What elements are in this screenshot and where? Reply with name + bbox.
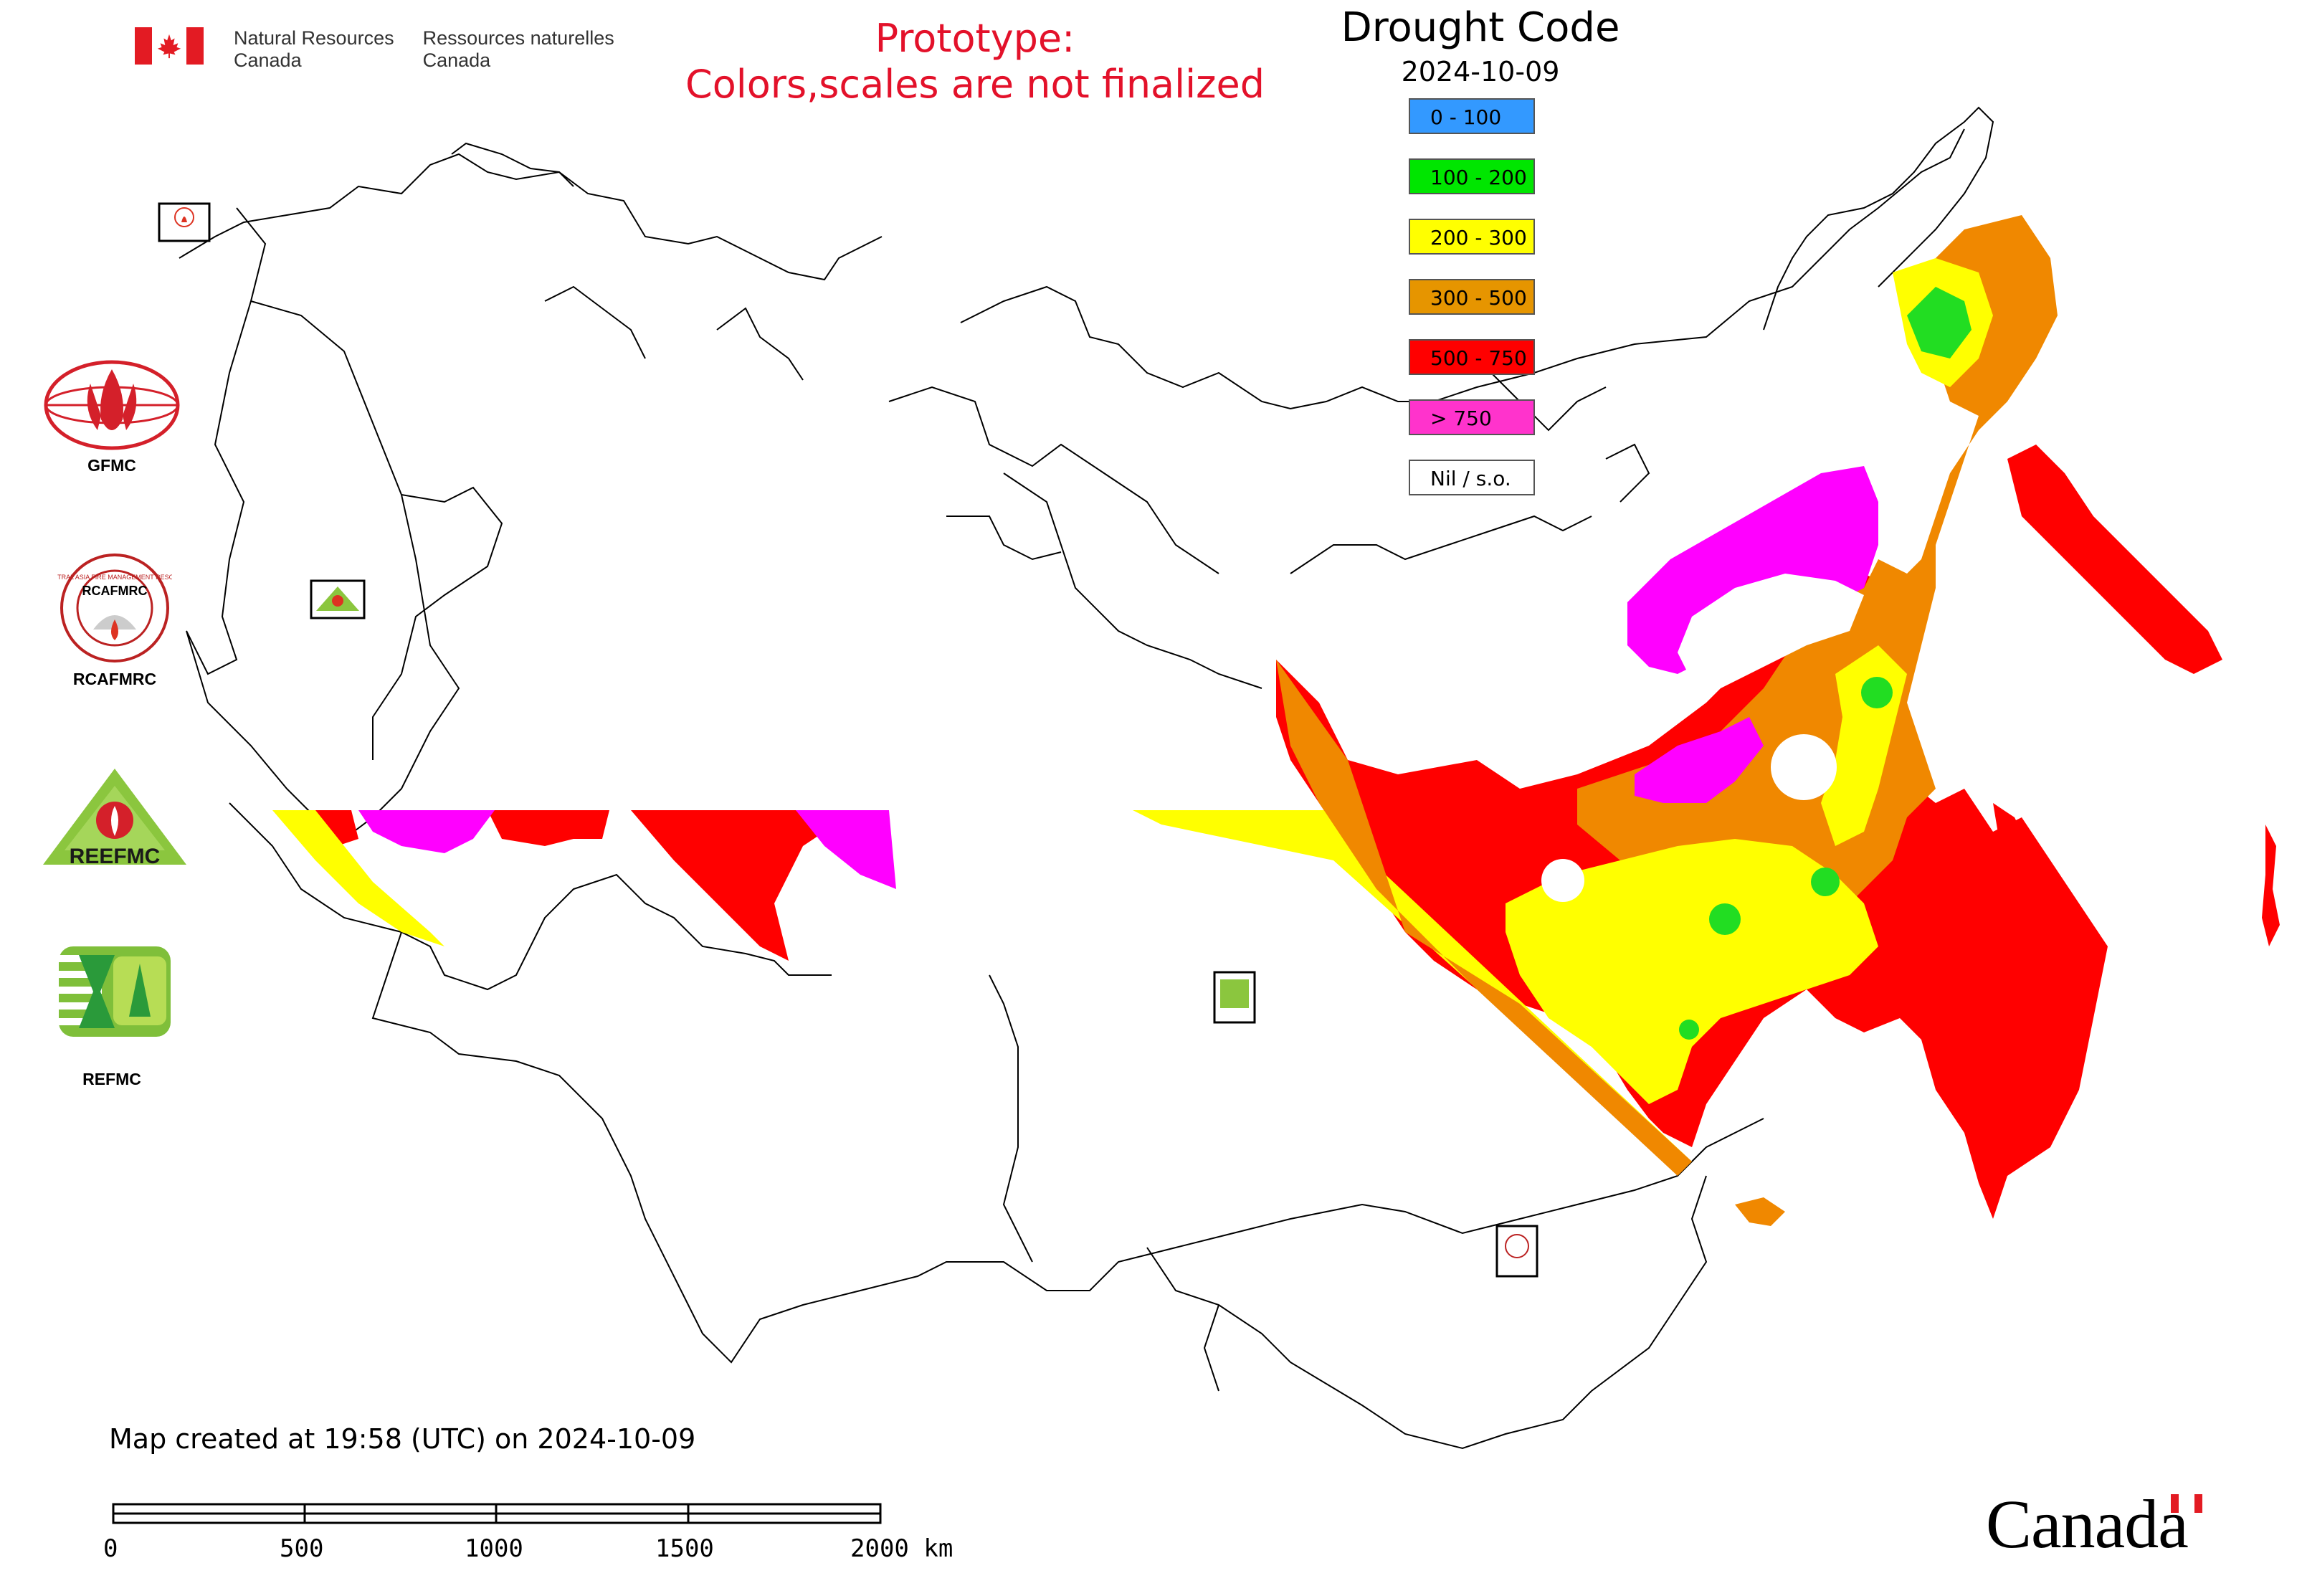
refmc-logo-icon	[59, 946, 171, 1037]
map-logo-refmc	[1213, 971, 1256, 1024]
streak-yellow-far-west	[272, 810, 444, 946]
streak-orange-west	[1276, 660, 1692, 1176]
nrcan-signature: Natural Resources Canada Ressources natu…	[135, 27, 614, 72]
scale-tick-1000: 1000	[465, 1534, 523, 1563]
streak-orange-far-west	[315, 810, 358, 846]
map-logo-gfmc	[158, 202, 211, 242]
nil-hole-3	[1678, 574, 1864, 688]
region-yellow-central	[1506, 839, 1878, 1104]
legend-item: 500 - 750	[1409, 339, 1535, 375]
notice-line1: Prototype:	[875, 16, 1075, 61]
gfmc-label: GFMC	[87, 456, 136, 475]
scale-tick-2000: 2000 km	[850, 1534, 953, 1563]
country-borders	[179, 106, 1994, 1450]
scale-tick-0: 0	[103, 1534, 118, 1563]
legend-title: Drought Code	[1341, 4, 1620, 51]
rcafmrc-logo-icon: REGIONAL CENTRAL ASIA FIRE MANAGEMENT RE…	[57, 554, 172, 662]
canada-wordmark-flag-icon	[2171, 1494, 2202, 1513]
map-logo-rcafmrc	[1495, 1225, 1538, 1278]
legend-item: > 750	[1409, 399, 1535, 435]
legend-item: 100 - 200	[1409, 158, 1535, 194]
canada-wordmark-text: Canada	[1986, 1486, 2189, 1562]
sakhalin-red	[1993, 803, 2065, 961]
notice-line2: Colors,scales are not finalized	[685, 62, 1265, 107]
map-created-timestamp: Map created at 19:58 (UTC) on 2024-10-09	[109, 1423, 696, 1455]
prototype-notice: Prototype: Colors,scales are not finaliz…	[674, 16, 1276, 108]
gfmc-logo-icon	[44, 360, 180, 450]
scale-bar	[112, 1503, 882, 1524]
legend-item: 300 - 500	[1409, 279, 1535, 315]
drought-coverage	[272, 215, 2280, 1226]
org-fr-line2: Canada	[422, 49, 491, 71]
org-fr-line1: Ressources naturelles	[422, 27, 614, 49]
reefmc-logo-icon: REEFMC	[43, 769, 186, 868]
kamchatka-red	[2007, 445, 2222, 674]
rcafmrc-label: RCAFMRC	[72, 670, 157, 688]
refmc-label: REFMC	[82, 1070, 141, 1088]
scale-tick-1500: 1500	[655, 1534, 714, 1563]
kuril-red	[2262, 825, 2280, 946]
legend-item: 200 - 300	[1409, 219, 1535, 255]
rcafmrc-inner-text: RCAFMRC	[82, 584, 148, 598]
legend-item: Nil / s.o.	[1409, 460, 1535, 495]
green-spot-4	[1679, 1020, 1699, 1040]
legend: 0 - 100 100 - 200 200 - 300 300 - 500 500 - …	[1409, 98, 1535, 520]
streak-red-west	[487, 810, 609, 846]
nil-hole-1	[1771, 734, 1837, 800]
region-green	[1907, 287, 1972, 358]
streak-magenta-mid	[796, 810, 896, 889]
rcafmrc-ring-text: REGIONAL CENTRAL ASIA FIRE MANAGEMENT RE…	[57, 574, 172, 581]
canada-flag-icon	[135, 27, 204, 65]
streak-red-mid	[631, 810, 824, 961]
scale-tick-500: 500	[280, 1534, 324, 1563]
org-en-line2: Canada	[234, 49, 302, 71]
streak-magenta-west	[358, 810, 495, 853]
green-spot-2	[1811, 868, 1840, 896]
region-magenta-2	[1635, 717, 1764, 803]
nil-hole-2	[1541, 859, 1584, 902]
reefmc-wordmark: REEFMC	[70, 845, 161, 868]
red-hokkaido-island	[1735, 1197, 1785, 1226]
map-logo-reefmc	[310, 579, 366, 619]
legend-date: 2024-10-09	[1401, 56, 1560, 87]
legend-item: 0 - 100	[1409, 98, 1535, 134]
canada-wordmark: Canada	[1986, 1484, 2202, 1564]
green-spot-1	[1709, 903, 1741, 935]
green-spot-3	[1861, 677, 1893, 708]
org-en-line1: Natural Resources	[234, 27, 394, 49]
